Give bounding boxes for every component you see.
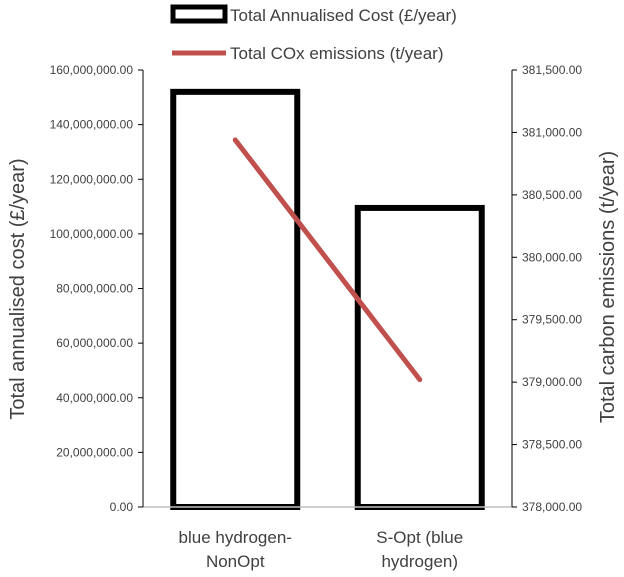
bar-total-annualised-cost [354,204,485,510]
left-tick-label: 60,000,000.00 [56,336,133,350]
category-label: hydrogen) [381,552,458,571]
left-tick-label: 80,000,000.00 [56,282,133,296]
category-label: NonOpt [206,552,265,571]
right-axis: 378,000.00 378,500.00 379,000.00 379,500.00… [511,63,582,514]
legend-label-cost: Total Annualised Cost (£/year) [230,6,457,25]
legend-swatch-cost [170,4,228,24]
left-tick-label: 0.00 [110,500,134,514]
category-axis: blue hydrogen- NonOpt S-Opt (blue hydrogen) [179,528,464,571]
legend: Total Annualised Cost (£/year) Total COx … [170,4,457,63]
left-tick-label: 20,000,000.00 [56,445,133,459]
bar-total-annualised-cost [170,88,301,510]
legend-label-emissions: Total COx emissions (t/year) [230,44,444,63]
right-tick-label: 381,000.00 [522,125,582,139]
right-tick-label: 379,000.00 [522,375,582,389]
right-tick-label: 381,500.00 [522,63,582,77]
right-tick-label: 378,500.00 [522,438,582,452]
right-axis-title: Total carbon emissions (t/year) [597,151,619,423]
left-tick-label: 100,000,000.00 [50,227,134,241]
right-tick-label: 378,000.00 [522,500,582,514]
right-tick-label: 380,500.00 [522,188,582,202]
right-tick-label: 379,500.00 [522,313,582,327]
right-tick-label: 380,000.00 [522,250,582,264]
left-tick-label: 160,000,000.00 [50,63,134,77]
plot-area [143,88,512,510]
left-tick-label: 140,000,000.00 [50,118,134,132]
left-axis-title: Total annualised cost (£/year) [7,158,29,419]
left-tick-label: 120,000,000.00 [50,172,134,186]
line-total-cox-emissions [232,137,423,383]
left-tick-label: 40,000,000.00 [56,391,133,405]
category-label: blue hydrogen- [179,528,292,547]
left-axis: 0.00 20,000,000.00 40,000,000.00 60,000,000… [50,63,144,514]
category-label: S-Opt (blue [376,528,463,547]
